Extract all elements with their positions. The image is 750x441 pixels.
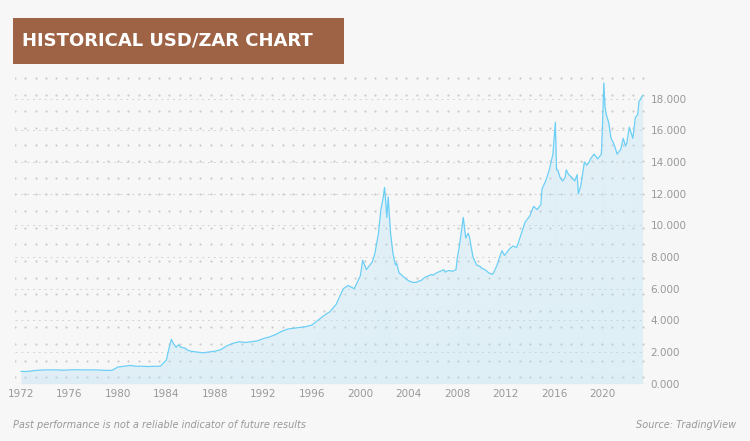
Text: Past performance is not a reliable indicator of future results: Past performance is not a reliable indic… bbox=[13, 420, 307, 430]
FancyBboxPatch shape bbox=[13, 18, 344, 64]
Text: HISTORICAL USD/ZAR CHART: HISTORICAL USD/ZAR CHART bbox=[22, 32, 314, 50]
Text: Source: TradingView: Source: TradingView bbox=[636, 420, 736, 430]
